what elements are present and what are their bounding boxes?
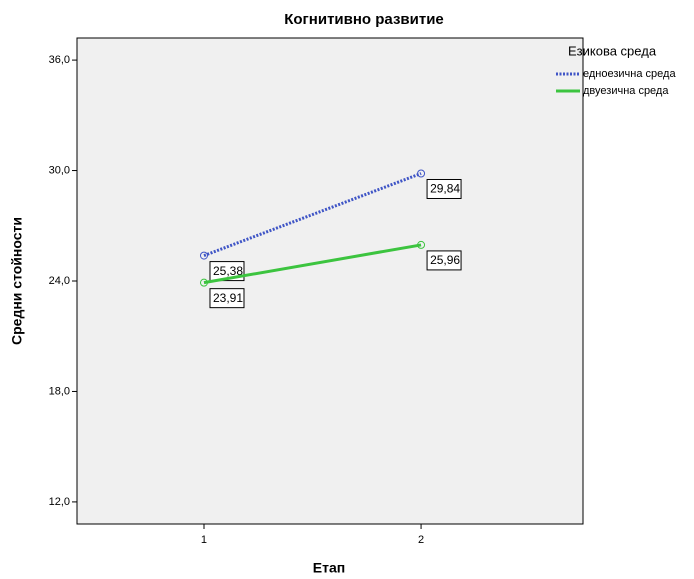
series-line xyxy=(203,243,422,285)
y-tick-label: 30,0 xyxy=(49,164,70,176)
value-label: 23,91 xyxy=(213,291,243,305)
y-axis-label: Средни стойности xyxy=(9,217,25,345)
value-label: 25,38 xyxy=(213,264,243,278)
y-tick-label: 36,0 xyxy=(49,54,70,66)
y-tick-label: 18,0 xyxy=(49,385,70,397)
legend-label: едноезична среда xyxy=(583,68,676,80)
data-point xyxy=(417,240,426,249)
data-point xyxy=(199,278,208,287)
y-tick-label: 24,0 xyxy=(49,275,70,287)
series-line xyxy=(203,172,422,257)
y-tick-label: 12,0 xyxy=(49,496,70,508)
x-axis-label: Етап xyxy=(313,560,345,576)
data-point xyxy=(417,169,426,178)
value-label-box xyxy=(426,250,462,271)
value-label-box xyxy=(209,288,245,309)
x-tick-label: 1 xyxy=(201,534,207,546)
chart-title: Когнитивно развитие xyxy=(284,11,444,28)
value-label-box xyxy=(426,178,462,199)
x-tick-label: 2 xyxy=(418,534,424,546)
plot-area xyxy=(76,37,584,525)
legend-title: Езикова среда xyxy=(568,43,657,58)
legend-label: двуезична среда xyxy=(583,85,669,97)
value-label: 29,84 xyxy=(430,182,460,196)
data-point xyxy=(199,251,208,260)
value-label: 25,96 xyxy=(430,253,460,267)
